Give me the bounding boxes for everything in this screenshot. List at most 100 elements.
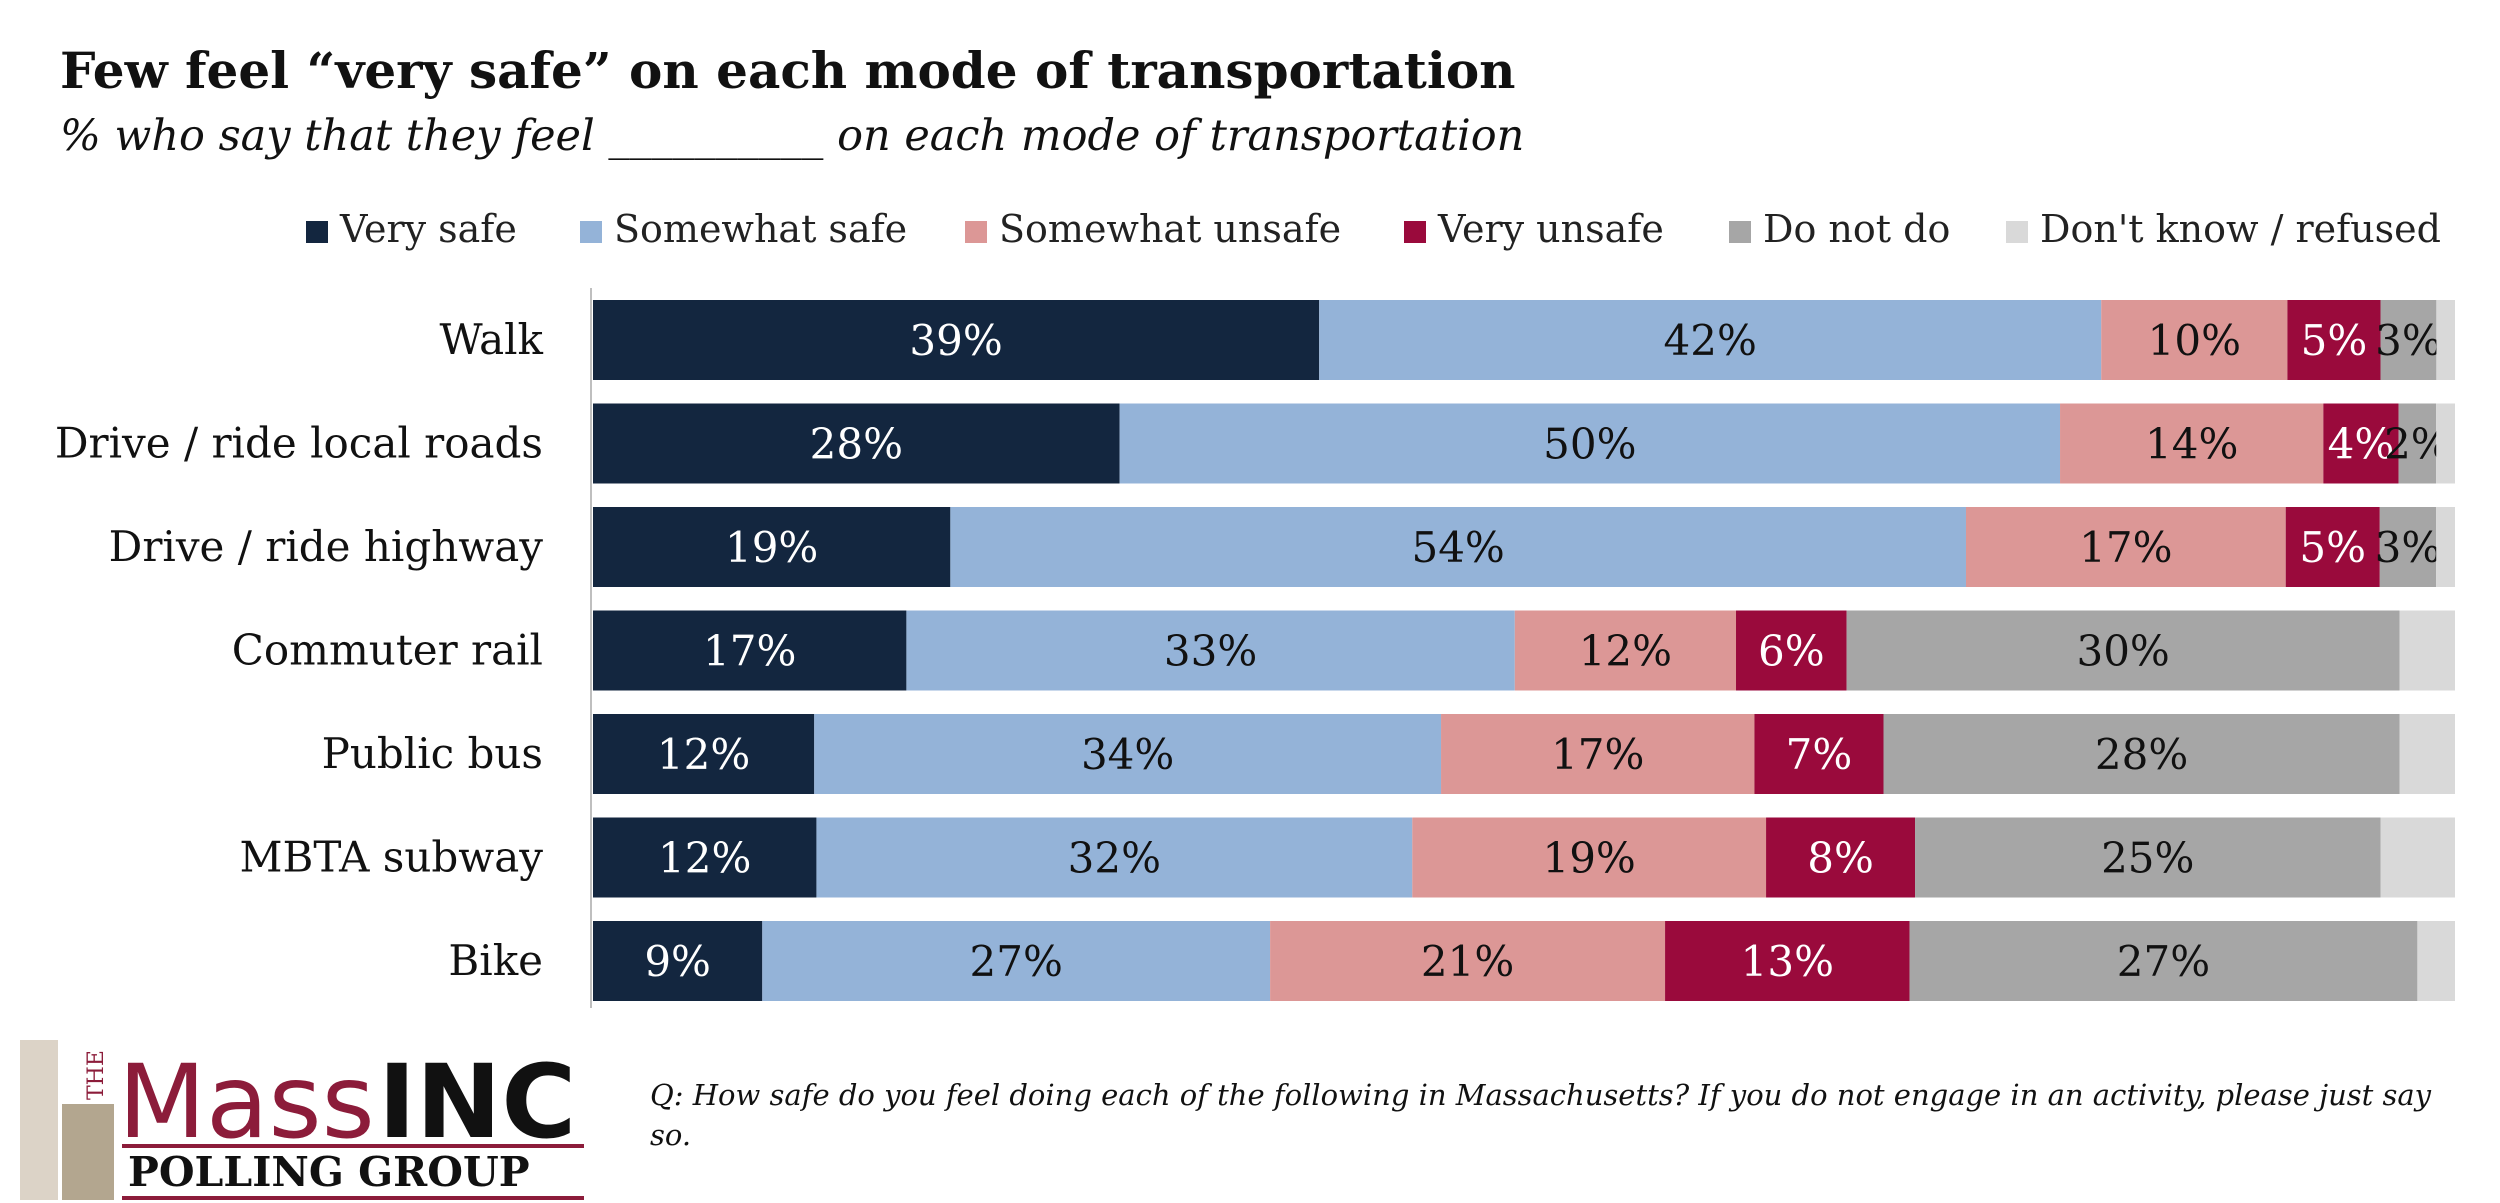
value-label-drive-ride-highway-somewhat-unsafe: 17% xyxy=(2079,523,2172,572)
bar-mbta-subway-somewhat-safe xyxy=(816,817,1413,898)
bar-commuter-rail-very-unsafe xyxy=(1736,610,1847,691)
bar-commuter-rail-do-not-do xyxy=(1846,610,2400,691)
bar-bike-don-t-know-refused xyxy=(2417,921,2455,1001)
question-footnote: Q: How safe do you feel doing each of th… xyxy=(650,1078,2432,1152)
category-label-walk: Walk xyxy=(440,315,544,364)
category-label-mbta-subway: MBTA subway xyxy=(240,833,544,882)
value-label-commuter-rail-do-not-do: 30% xyxy=(2076,627,2169,676)
bar-drive-ride-local-roads-somewhat-unsafe xyxy=(2060,403,2324,484)
category-labels: Walk Drive / ride local roads Drive / ride… xyxy=(55,315,544,985)
value-label-mbta-subway-very-unsafe: 8% xyxy=(1807,834,1874,883)
category-label-public-bus: Public bus xyxy=(322,729,543,778)
value-label-drive-ride-local-roads-somewhat-safe: 50% xyxy=(1543,420,1636,469)
bar-walk-somewhat-safe xyxy=(1319,300,2102,380)
bar-mbta-subway-don-t-know-refused xyxy=(2380,817,2455,898)
legend-label-do-not-do: Do not do xyxy=(1763,207,1950,251)
value-label-drive-ride-highway-very-safe: 19% xyxy=(725,523,818,572)
value-label-bike-somewhat-unsafe: 21% xyxy=(1421,937,1514,986)
bars: 39% 42% 10% 5% 3%28% 50% 14% 4%2%19% 54% 17% 5% 3%1… xyxy=(593,300,2455,1001)
value-label-mbta-subway-somewhat-safe: 32% xyxy=(1068,834,1161,883)
bar-public-bus-somewhat-safe xyxy=(814,714,1442,794)
bar-commuter-rail-very-safe xyxy=(593,610,907,691)
bar-bike-somewhat-unsafe xyxy=(1270,921,1666,1001)
value-label-walk-very-unsafe: 5% xyxy=(2301,316,2368,365)
legend-swatch-do-not-do xyxy=(1729,221,1751,243)
legend-label-very-unsafe: Very unsafe xyxy=(1437,207,1664,251)
bar-walk-do-not-do xyxy=(2380,300,2437,380)
bar-drive-ride-local-roads-do-not-do xyxy=(2398,403,2437,484)
value-label-walk-somewhat-safe: 42% xyxy=(1664,316,1757,365)
value-label-mbta-subway-somewhat-unsafe: 19% xyxy=(1542,834,1635,883)
logo-rule-top xyxy=(122,1144,584,1148)
bar-mbta-subway-do-not-do xyxy=(1915,817,2381,898)
category-label-bike: Bike xyxy=(448,936,543,985)
legend-label-very-safe: Very safe xyxy=(339,207,517,251)
value-label-drive-ride-local-roads-very-unsafe: 4% xyxy=(2328,420,2395,469)
category-label-drive-ride-local-roads: Drive / ride local roads xyxy=(55,419,543,468)
legend-swatch-somewhat-unsafe xyxy=(965,221,987,243)
bar-drive-ride-local-roads-very-unsafe xyxy=(2323,403,2399,484)
bar-bike-do-not-do xyxy=(1909,921,2418,1001)
bar-walk-somewhat-unsafe xyxy=(2101,300,2288,380)
bar-bike-somewhat-safe xyxy=(762,921,1271,1001)
legend-swatch-somewhat-safe xyxy=(580,221,602,243)
value-label-bike-very-safe: 9% xyxy=(644,937,711,986)
bar-commuter-rail-somewhat-safe xyxy=(906,610,1515,691)
value-label-walk-do-not-do: 3% xyxy=(2375,316,2442,365)
bar-drive-ride-highway-don-t-know-refused xyxy=(2436,507,2455,587)
bar-drive-ride-local-roads-somewhat-safe xyxy=(1119,403,2061,484)
bar-public-bus-somewhat-unsafe xyxy=(1441,714,1755,794)
bar-commuter-rail-somewhat-unsafe xyxy=(1514,610,1737,691)
legend: Very safe Somewhat safe Somewhat unsafe Ver… xyxy=(306,207,2441,251)
logo-block-dark xyxy=(62,1104,114,1200)
value-label-commuter-rail-somewhat-unsafe: 12% xyxy=(1579,627,1672,676)
bar-public-bus-do-not-do xyxy=(1883,714,2400,794)
value-label-drive-ride-local-roads-very-safe: 28% xyxy=(810,420,903,469)
logo-rule-bottom xyxy=(122,1196,584,1200)
bar-drive-ride-highway-very-unsafe xyxy=(2285,507,2380,587)
bar-bike-very-safe xyxy=(593,921,763,1001)
value-label-commuter-rail-somewhat-safe: 33% xyxy=(1164,627,1257,676)
value-label-commuter-rail-very-safe: 17% xyxy=(703,627,796,676)
category-label-commuter-rail: Commuter rail xyxy=(232,626,543,675)
bar-bike-very-unsafe xyxy=(1665,921,1910,1001)
bar-drive-ride-highway-do-not-do xyxy=(2379,507,2437,587)
bar-mbta-subway-very-unsafe xyxy=(1766,817,1916,898)
legend-label-somewhat-safe: Somewhat safe xyxy=(614,207,907,251)
value-label-drive-ride-highway-do-not-do: 3% xyxy=(2375,523,2442,572)
bar-commuter-rail-don-t-know-refused xyxy=(2399,610,2455,691)
value-label-public-bus-somewhat-unsafe: 17% xyxy=(1551,730,1644,779)
value-label-public-bus-very-unsafe: 7% xyxy=(1786,730,1853,779)
value-label-public-bus-very-safe: 12% xyxy=(657,730,750,779)
logo-mass: Mass xyxy=(118,1043,375,1162)
logo-inc: INC xyxy=(378,1043,576,1162)
bar-public-bus-very-unsafe xyxy=(1754,714,1884,794)
bar-walk-very-unsafe xyxy=(2287,300,2381,380)
logo-polling-group: POLLING GROUP xyxy=(128,1148,530,1196)
massinc-logo: THE Mass INC POLLING GROUP xyxy=(20,1040,584,1200)
logo-the: THE xyxy=(84,1050,109,1100)
bar-public-bus-don-t-know-refused xyxy=(2399,714,2455,794)
value-label-public-bus-somewhat-safe: 34% xyxy=(1081,730,1174,779)
legend-swatch-don-t-know-refused xyxy=(2006,221,2028,243)
value-label-walk-somewhat-unsafe: 10% xyxy=(2148,316,2241,365)
legend-swatch-very-unsafe xyxy=(1404,221,1426,243)
value-label-mbta-subway-very-safe: 12% xyxy=(658,834,751,883)
bar-drive-ride-local-roads-very-safe xyxy=(593,403,1120,484)
bar-drive-ride-highway-somewhat-safe xyxy=(950,507,1966,587)
value-label-walk-very-safe: 39% xyxy=(909,316,1002,365)
chart-title: Few feel “very safe” on each mode of tra… xyxy=(60,41,1516,100)
bar-mbta-subway-very-safe xyxy=(593,817,817,898)
bar-drive-ride-highway-somewhat-unsafe xyxy=(1965,507,2286,587)
value-label-drive-ride-highway-somewhat-safe: 54% xyxy=(1411,523,1504,572)
value-label-bike-very-unsafe: 13% xyxy=(1741,937,1834,986)
value-label-public-bus-do-not-do: 28% xyxy=(2095,730,2188,779)
bar-drive-ride-local-roads-don-t-know-refused xyxy=(2436,403,2455,484)
bar-mbta-subway-somewhat-unsafe xyxy=(1412,817,1767,898)
legend-label-don-t-know-refused: Don't know / refused xyxy=(2040,207,2441,251)
value-label-bike-somewhat-safe: 27% xyxy=(970,937,1063,986)
chart-subtitle: % who say that they feel __________ on e… xyxy=(60,111,1524,161)
bar-public-bus-very-safe xyxy=(593,714,815,794)
bar-walk-don-t-know-refused xyxy=(2436,300,2455,380)
